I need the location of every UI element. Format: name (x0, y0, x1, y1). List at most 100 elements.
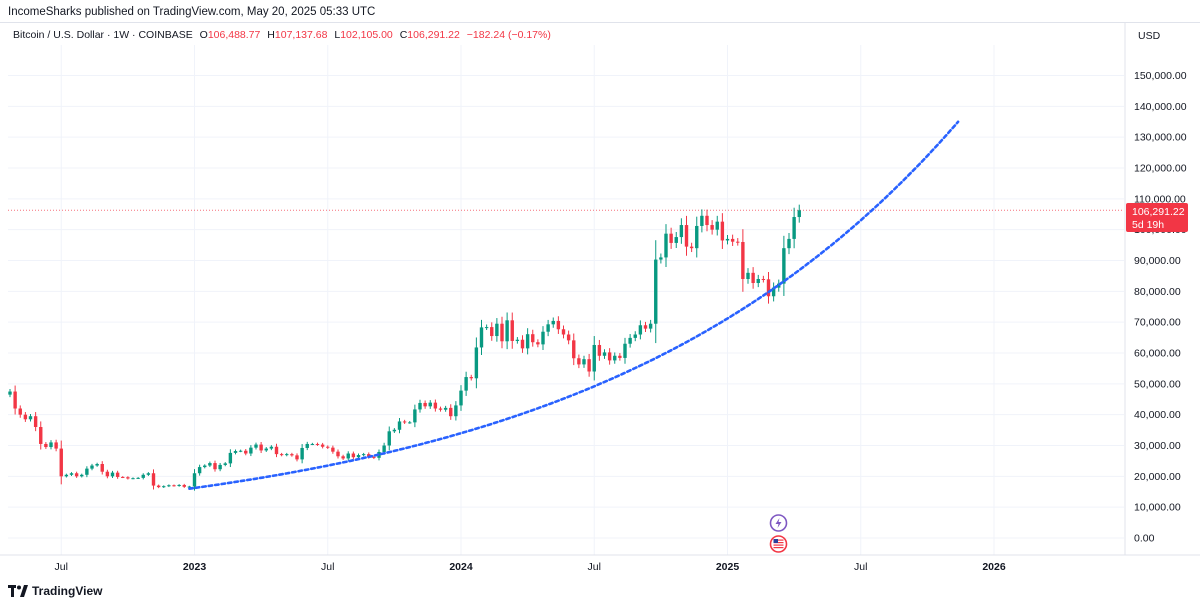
candle-body (392, 429, 397, 432)
candle (95, 462, 99, 467)
candle (162, 485, 166, 488)
candle-body (90, 465, 94, 469)
symbol-title[interactable]: Bitcoin / U.S. Dollar · 1W · COINBASE (13, 29, 193, 41)
low-value: 102,105.00 (340, 29, 393, 41)
candle (326, 445, 330, 449)
candle (182, 483, 186, 488)
y-tick-label: 50,000.00 (1134, 378, 1181, 390)
price-tag-value: 106,291.22 (1132, 206, 1185, 218)
us-flag-event-icon (769, 535, 788, 553)
candle-body (351, 453, 356, 458)
candle (782, 235, 786, 296)
candle-body (638, 325, 643, 335)
candle-body (505, 320, 509, 342)
candle-body (531, 334, 535, 343)
candle-body (59, 448, 63, 477)
candle (300, 444, 304, 464)
candle-body (269, 446, 274, 449)
candle (525, 328, 530, 355)
candle-body (618, 355, 622, 358)
candle-body (525, 334, 530, 349)
candle (797, 204, 801, 223)
candle (418, 399, 422, 413)
candle (54, 439, 58, 452)
candle (454, 401, 458, 421)
header-divider (0, 22, 1200, 23)
candle-body (356, 455, 361, 458)
candle (730, 234, 735, 246)
candle-body (300, 447, 304, 460)
footer-brand[interactable]: TradingView (8, 584, 102, 598)
candle (100, 461, 104, 475)
candle-body (402, 421, 407, 423)
candle (623, 337, 627, 364)
candle (13, 385, 17, 415)
x-tick-label: Jul (588, 561, 601, 573)
candle-body (110, 472, 115, 477)
candle-body (797, 210, 801, 218)
candle (285, 452, 289, 457)
candle-body (541, 331, 545, 345)
candle-body (264, 448, 268, 451)
candle (238, 449, 243, 453)
candle-body (705, 215, 709, 226)
candle (397, 417, 402, 434)
candle (33, 412, 38, 432)
candle-body (582, 359, 586, 365)
candle (310, 442, 315, 446)
candle (577, 354, 581, 369)
candle-body (95, 464, 99, 466)
candle (618, 353, 622, 361)
candle-body (715, 221, 719, 230)
candle-body (684, 225, 689, 247)
y-tick-label: 60,000.00 (1134, 348, 1181, 360)
candle-body (156, 485, 161, 488)
candle-body (787, 238, 791, 249)
y-tick-label: 0.00 (1134, 533, 1155, 545)
candle-body (756, 279, 760, 284)
y-tick-label: 80,000.00 (1134, 286, 1181, 298)
candle-body (695, 225, 699, 249)
candle (746, 268, 750, 284)
currency-label[interactable]: USD (1138, 30, 1161, 42)
candle-body (187, 486, 192, 488)
candle (151, 469, 156, 490)
candle-body (469, 377, 473, 379)
candle-body (249, 447, 253, 454)
candle-body (326, 446, 330, 448)
candle (531, 329, 535, 347)
candle (274, 443, 279, 458)
candle-body (520, 339, 525, 349)
candle (90, 463, 94, 471)
candle (213, 460, 217, 472)
candle (428, 400, 432, 409)
candle-body (761, 279, 766, 280)
candle (490, 322, 494, 341)
candle-body (136, 477, 140, 479)
candle (141, 473, 145, 480)
candle (484, 324, 489, 331)
candle (249, 445, 253, 457)
price-tag-countdown: 5d 19h (1132, 219, 1164, 231)
candle (756, 274, 760, 288)
price-tag-box (1126, 203, 1188, 232)
candle (259, 441, 263, 454)
candle-body (643, 325, 648, 329)
candle-body (74, 473, 79, 477)
candle (695, 216, 699, 258)
candle-body (141, 474, 145, 478)
candle-body (659, 257, 663, 260)
candle-body (315, 443, 320, 445)
candle-body (331, 447, 335, 452)
candle-body (423, 402, 427, 407)
candle-body (39, 427, 43, 444)
y-tick-label: 150,000.00 (1134, 70, 1187, 82)
open-value: 106,488.77 (207, 29, 261, 41)
candle-body (443, 407, 448, 410)
candle (8, 389, 12, 398)
candle (792, 207, 796, 249)
tradingview-logo-icon (8, 585, 28, 597)
candle (346, 451, 350, 461)
candle-body (69, 473, 74, 475)
